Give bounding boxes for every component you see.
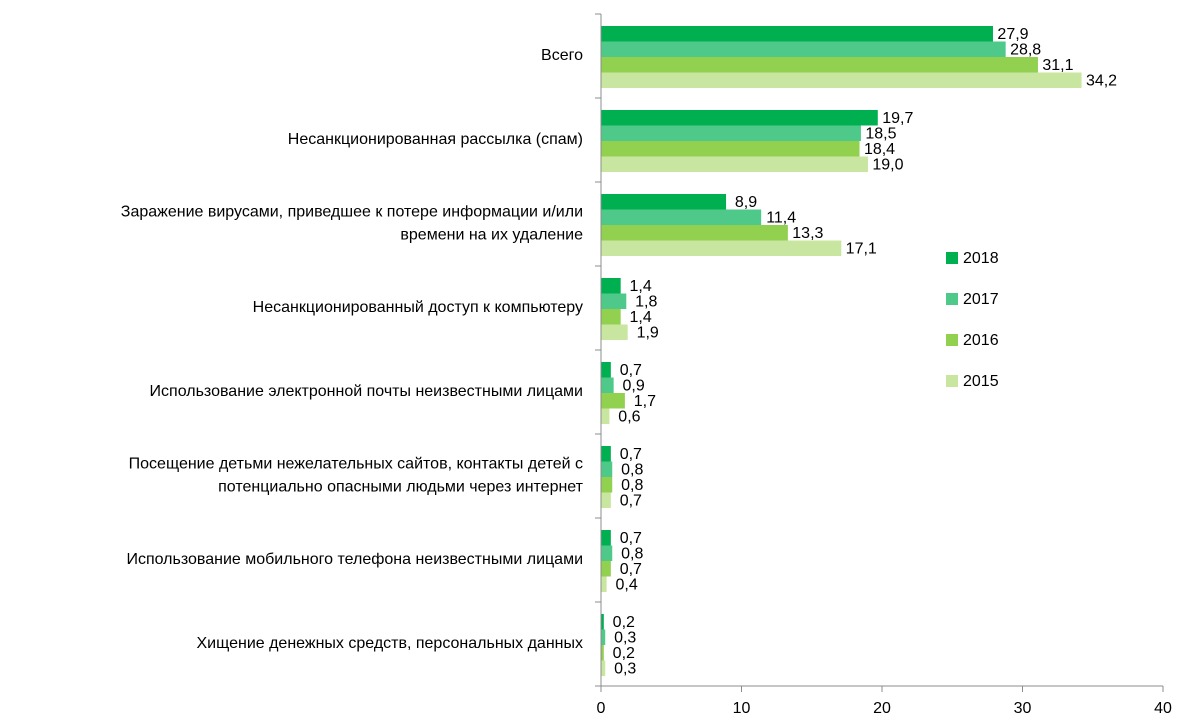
category-label: Всего — [541, 47, 583, 64]
legend-label-2017: 2017 — [963, 291, 999, 308]
legend-swatch-2016 — [946, 334, 958, 346]
category-label: Хищение денежных средств, персональных д… — [196, 635, 583, 652]
value-label: 17,1 — [846, 240, 877, 257]
bar-2015-0 — [601, 72, 1082, 88]
value-label: 0,8 — [621, 477, 643, 494]
bar-2018-1 — [601, 110, 878, 126]
x-tick-label: 0 — [597, 700, 606, 717]
legend-swatch-2018 — [946, 252, 958, 264]
category-label: Посещение детьми нежелательных сайтов, к… — [129, 456, 583, 473]
bar-2016-2 — [601, 225, 788, 241]
value-label: 0,7 — [620, 446, 642, 463]
value-label: 11,4 — [766, 209, 796, 226]
value-label: 19,7 — [882, 110, 913, 127]
legend: 2018 2017 2016 2015 — [946, 250, 999, 390]
value-label: 0,9 — [623, 377, 645, 394]
x-tick-label: 20 — [873, 700, 891, 717]
bar-2015-3 — [601, 324, 628, 340]
value-label: 0,3 — [614, 660, 636, 677]
value-label: 0,7 — [620, 530, 642, 547]
value-label: 31,1 — [1042, 57, 1073, 74]
x-tick-label: 10 — [733, 700, 751, 717]
bar-2015-2 — [601, 240, 842, 256]
bar-2015-1 — [601, 156, 868, 172]
bar-2015-6 — [601, 576, 607, 592]
category-label: потенциально опасными людьми через интер… — [218, 479, 584, 496]
x-tick-label: 40 — [1154, 700, 1172, 717]
value-label: 13,3 — [792, 225, 823, 242]
category-label: Заражение вирусами, приведшее к потере и… — [121, 204, 583, 221]
value-label: 19,0 — [872, 156, 903, 173]
bar-2017-2 — [601, 209, 762, 225]
bar-2018-0 — [601, 26, 993, 42]
x-tick-label: 30 — [1014, 700, 1032, 717]
value-label: 1,7 — [634, 393, 656, 410]
bar-2016-3 — [601, 309, 621, 325]
bar-2017-3 — [601, 293, 627, 309]
value-label: 1,4 — [630, 278, 652, 295]
bar-2016-5 — [601, 477, 613, 493]
legend-label-2016: 2016 — [963, 332, 999, 349]
value-label: 0,2 — [613, 645, 635, 662]
bar-2018-3 — [601, 278, 621, 294]
bar-2017-5 — [601, 461, 613, 477]
value-label: 0,4 — [615, 576, 637, 593]
category-label: времени на их удаление — [400, 227, 583, 244]
bar-2017-0 — [601, 41, 1006, 57]
bar-2017-6 — [601, 545, 613, 561]
value-label: 0,8 — [621, 545, 643, 562]
bar-2016-1 — [601, 141, 860, 157]
bar-2016-4 — [601, 393, 625, 409]
bar-2015-7 — [601, 660, 606, 676]
value-label: 0,7 — [620, 492, 642, 509]
category-label: Несанкционированный доступ к компьютеру — [253, 299, 583, 316]
bars-layer — [601, 26, 1082, 676]
value-label: 27,9 — [997, 26, 1028, 43]
value-label: 1,8 — [635, 293, 657, 310]
axes-layer: 0 10 20 30 40 — [595, 13, 1172, 717]
category-label: Использование электронной почты неизвест… — [150, 383, 583, 400]
value-label: 34,2 — [1086, 72, 1117, 89]
category-labels-layer: Всего Несанкционированная рассылка (спам)… — [121, 47, 584, 652]
bar-2016-0 — [601, 57, 1038, 73]
bar-2018-4 — [601, 362, 611, 378]
legend-swatch-2017 — [946, 293, 958, 305]
value-label: 18,5 — [865, 125, 896, 142]
value-label: 0,2 — [613, 614, 635, 631]
bar-2016-6 — [601, 561, 611, 577]
legend-swatch-2015 — [946, 375, 958, 387]
bar-2017-1 — [601, 125, 861, 141]
legend-label-2018: 2018 — [963, 250, 999, 267]
bar-2015-4 — [601, 408, 610, 424]
value-label: 28,8 — [1010, 41, 1041, 58]
category-label: Несанкционированная рассылка (спам) — [288, 131, 583, 148]
category-label: Использование мобильного телефона неизве… — [126, 551, 583, 568]
value-label: 0,6 — [618, 408, 640, 425]
value-label: 8,9 — [735, 194, 757, 211]
bar-2018-2 — [601, 194, 727, 210]
value-label: 0,7 — [620, 561, 642, 578]
bar-2018-6 — [601, 530, 611, 546]
value-labels-layer: 27,928,831,134,219,718,518,419,08,911,41… — [613, 26, 1117, 678]
value-label: 0,8 — [621, 461, 643, 478]
bar-2018-7 — [601, 614, 604, 630]
bar-2018-5 — [601, 446, 611, 462]
bar-2016-7 — [601, 645, 604, 661]
value-label: 18,4 — [864, 141, 895, 158]
value-label: 0,3 — [614, 629, 636, 646]
value-label: 1,4 — [630, 309, 652, 326]
bar-2017-7 — [601, 629, 606, 645]
bar-2015-5 — [601, 492, 611, 508]
legend-label-2015: 2015 — [963, 373, 999, 390]
value-label: 0,7 — [620, 362, 642, 379]
value-label: 1,9 — [637, 324, 659, 341]
bar-2017-4 — [601, 377, 614, 393]
